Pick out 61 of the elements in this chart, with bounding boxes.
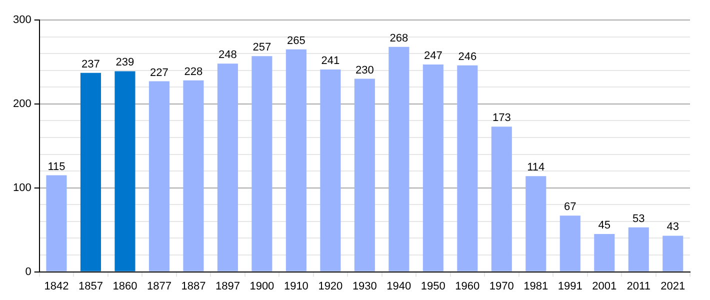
x-tick-label: 1887 xyxy=(181,280,206,292)
bar xyxy=(354,78,375,272)
data-label: 227 xyxy=(150,66,168,79)
data-label: 257 xyxy=(252,42,272,54)
y-tick-label: 100 xyxy=(12,182,32,194)
bar xyxy=(80,72,101,272)
x-tick-label: 1920 xyxy=(318,280,343,292)
data-label: 241 xyxy=(321,55,340,68)
x-tick-label: 1970 xyxy=(489,280,514,292)
bar xyxy=(662,236,684,272)
x-tick-label: 1860 xyxy=(112,280,138,292)
data-label: 173 xyxy=(492,112,511,124)
x-tick-label: 1857 xyxy=(78,280,103,292)
data-label: 268 xyxy=(390,32,408,44)
data-label: 246 xyxy=(458,50,477,63)
bar xyxy=(114,71,136,272)
bar xyxy=(422,64,444,272)
data-label: 43 xyxy=(666,221,680,234)
x-tick-label: 2011 xyxy=(626,280,650,292)
x-tick-label: 1940 xyxy=(386,280,412,292)
x-tick-label: 1897 xyxy=(215,280,240,292)
data-label: 45 xyxy=(598,220,611,232)
x-tick-label: 1910 xyxy=(284,280,308,292)
y-tick-label: 200 xyxy=(12,98,32,110)
bar xyxy=(457,65,478,272)
bar xyxy=(526,176,546,272)
bar xyxy=(286,49,306,272)
bar xyxy=(388,46,410,272)
bar xyxy=(560,216,580,272)
x-tick-label: 1950 xyxy=(420,280,446,292)
data-label: 115 xyxy=(48,160,66,173)
data-label: 248 xyxy=(218,49,237,62)
x-tick-label: 1842 xyxy=(44,280,69,292)
x-tick-label: 1877 xyxy=(146,280,172,292)
bar xyxy=(491,126,512,272)
bar xyxy=(148,81,170,272)
bar xyxy=(183,80,204,272)
x-tick-label: 2001 xyxy=(592,280,617,292)
x-tick-label: 1930 xyxy=(352,280,377,292)
data-label: 114 xyxy=(527,162,545,174)
x-tick-label: 1900 xyxy=(250,280,274,292)
y-tick-label: 0 xyxy=(25,266,32,278)
data-label: 265 xyxy=(287,34,306,47)
x-tick-label: 2021 xyxy=(660,280,686,292)
data-label: 230 xyxy=(355,64,374,76)
data-label: 239 xyxy=(116,56,134,69)
bar xyxy=(320,70,341,272)
data-label: 247 xyxy=(424,50,442,62)
data-label: 67 xyxy=(564,201,576,214)
bar xyxy=(217,64,238,272)
data-label: 237 xyxy=(82,58,100,70)
bar xyxy=(46,175,67,272)
x-tick-label: 1991 xyxy=(558,280,582,292)
x-tick-label: 1981 xyxy=(524,280,548,292)
bar xyxy=(252,56,272,272)
data-label: 228 xyxy=(184,66,203,78)
x-tick-label: 1960 xyxy=(455,280,480,292)
bar xyxy=(628,227,649,272)
y-tick-label: 300 xyxy=(12,14,32,26)
bar xyxy=(594,234,615,272)
data-label: 53 xyxy=(632,212,645,225)
